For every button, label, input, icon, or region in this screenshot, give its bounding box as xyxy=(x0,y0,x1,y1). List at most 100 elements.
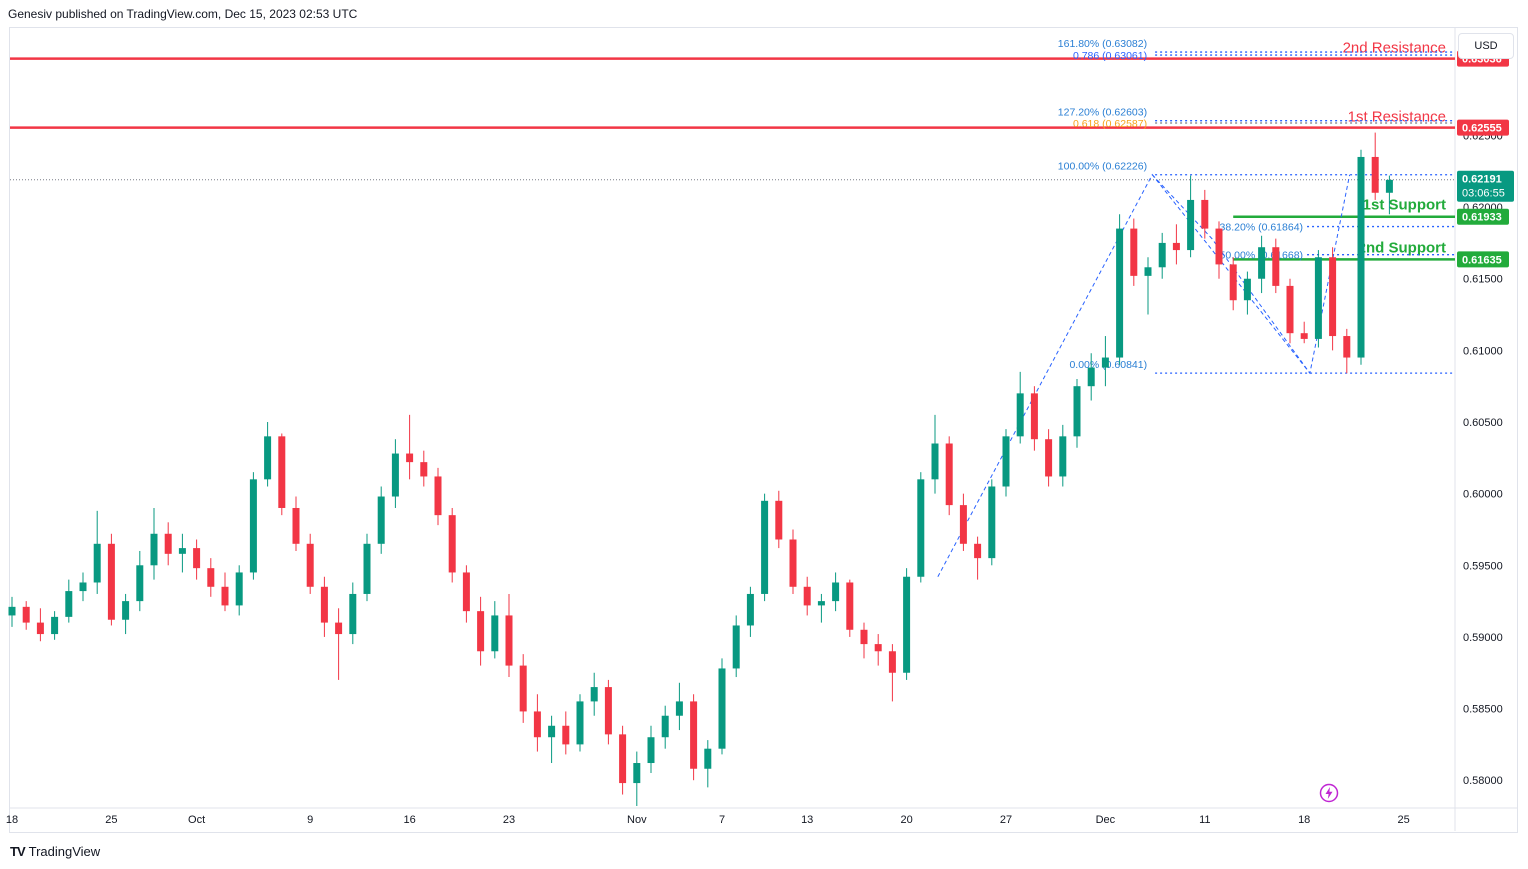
candle-body xyxy=(675,701,683,716)
candle-body xyxy=(1385,179,1393,193)
candle-body xyxy=(1130,228,1138,276)
candle-body xyxy=(8,606,16,616)
candle-body xyxy=(178,548,186,554)
swing-retrace-path xyxy=(1151,174,1311,374)
candle-body xyxy=(1101,357,1109,368)
candle-body xyxy=(264,436,272,480)
candle-body xyxy=(1002,436,1010,487)
chart-frame xyxy=(9,27,1518,833)
candle-body xyxy=(1357,156,1365,358)
candle-body xyxy=(79,582,87,592)
candle-body xyxy=(1172,242,1180,251)
swing-leg-path xyxy=(937,173,1351,577)
candle-body xyxy=(278,436,286,508)
support-level-label: 2nd Support xyxy=(1358,239,1446,256)
candle-body xyxy=(817,601,825,606)
candle-body xyxy=(235,572,243,606)
resistance-level-label: 2nd Resistance xyxy=(1343,40,1446,57)
candle-body xyxy=(1215,228,1223,265)
candle-body xyxy=(420,462,428,477)
support-price-tag-label: 0.61933 xyxy=(1462,212,1502,224)
candle-body xyxy=(803,586,811,606)
time-tick-label: 18 xyxy=(1298,814,1310,826)
time-tick-label: 9 xyxy=(307,814,313,826)
price-tick-label: 0.60000 xyxy=(1463,489,1503,501)
support-price-tag-label: 0.61635 xyxy=(1462,254,1502,266)
current-price-label: 0.62191 xyxy=(1462,174,1502,186)
candle-body xyxy=(604,687,612,735)
candle-body xyxy=(647,737,655,764)
publish-info: Genesiv published on TradingView.com, De… xyxy=(8,7,358,21)
tradingview-logo-icon: TV xyxy=(10,844,26,859)
price-tick-label: 0.60500 xyxy=(1463,417,1503,429)
currency-button[interactable]: USD xyxy=(1458,33,1514,59)
candle-body xyxy=(306,543,314,587)
time-tick-label: 18 xyxy=(6,814,18,826)
time-tick-label: 27 xyxy=(1000,814,1012,826)
candle-body xyxy=(548,725,556,738)
candle-body xyxy=(633,763,641,784)
time-tick-label: 25 xyxy=(105,814,117,826)
resistance-price-tag-label: 0.62555 xyxy=(1462,123,1502,135)
candle-body xyxy=(1314,257,1322,339)
fib-extension-label: 127.20% (0.62603) xyxy=(1058,107,1147,119)
candle-body xyxy=(462,572,470,612)
candle-body xyxy=(1144,267,1152,276)
candle-body xyxy=(207,568,215,587)
candle-body xyxy=(1116,228,1124,358)
candle-body xyxy=(576,701,584,745)
resistance-price-tag xyxy=(1457,119,1509,136)
price-tick-label: 0.61000 xyxy=(1463,345,1503,357)
candle-body xyxy=(789,539,797,587)
candle-body xyxy=(93,543,101,583)
candle-body xyxy=(136,565,144,602)
candle-body xyxy=(746,593,754,626)
candle-body xyxy=(590,687,598,702)
candle-body xyxy=(533,711,541,738)
candle-body xyxy=(903,576,911,673)
price-tick-label: 0.59000 xyxy=(1463,632,1503,644)
time-tick-label: 23 xyxy=(503,814,515,826)
time-tick-label: Oct xyxy=(188,814,205,826)
candle-body xyxy=(1343,336,1351,358)
candle-body xyxy=(519,665,527,712)
candle-body xyxy=(761,500,769,594)
candle-body xyxy=(945,443,953,506)
price-tick-label: 0.58500 xyxy=(1463,704,1503,716)
candle-body xyxy=(562,725,570,745)
candle-body xyxy=(122,601,130,620)
candle-body xyxy=(1272,247,1280,286)
time-tick-label: 13 xyxy=(801,814,813,826)
fib-retracement-label: 0.618 (0.62587) xyxy=(1073,118,1147,130)
price-tick-label: 0.58000 xyxy=(1463,775,1503,787)
candle-body xyxy=(1073,386,1081,437)
candle-body xyxy=(832,582,840,602)
candle-body xyxy=(874,644,882,652)
fib-extension-label: 100.00% (0.62226) xyxy=(1058,161,1147,173)
fib-retracement-label: 0.786 (0.63061) xyxy=(1073,50,1147,62)
candle-body xyxy=(36,622,44,635)
candle-body xyxy=(1030,393,1038,440)
candle-body xyxy=(1371,156,1379,193)
candle-body xyxy=(349,593,357,635)
candle-body xyxy=(1300,333,1308,339)
support-price-tag xyxy=(1457,251,1509,268)
time-tick-label: 20 xyxy=(900,814,912,826)
lightning-icon[interactable] xyxy=(1319,783,1339,803)
candle-body xyxy=(505,615,513,666)
candle-body xyxy=(988,486,996,559)
candle-body xyxy=(434,476,442,516)
time-tick-label: 7 xyxy=(719,814,725,826)
candle-body xyxy=(193,548,201,569)
brand-footer[interactable]: TV TradingView xyxy=(10,844,100,859)
candle-body xyxy=(391,453,399,497)
candle-body xyxy=(164,533,172,554)
candle-body xyxy=(1045,439,1053,477)
candle-body xyxy=(377,496,385,544)
candle-body xyxy=(65,591,73,617)
candle-body xyxy=(1201,199,1209,229)
candle-body xyxy=(775,500,783,540)
candle-body xyxy=(320,586,328,623)
candle-body xyxy=(1016,393,1024,437)
